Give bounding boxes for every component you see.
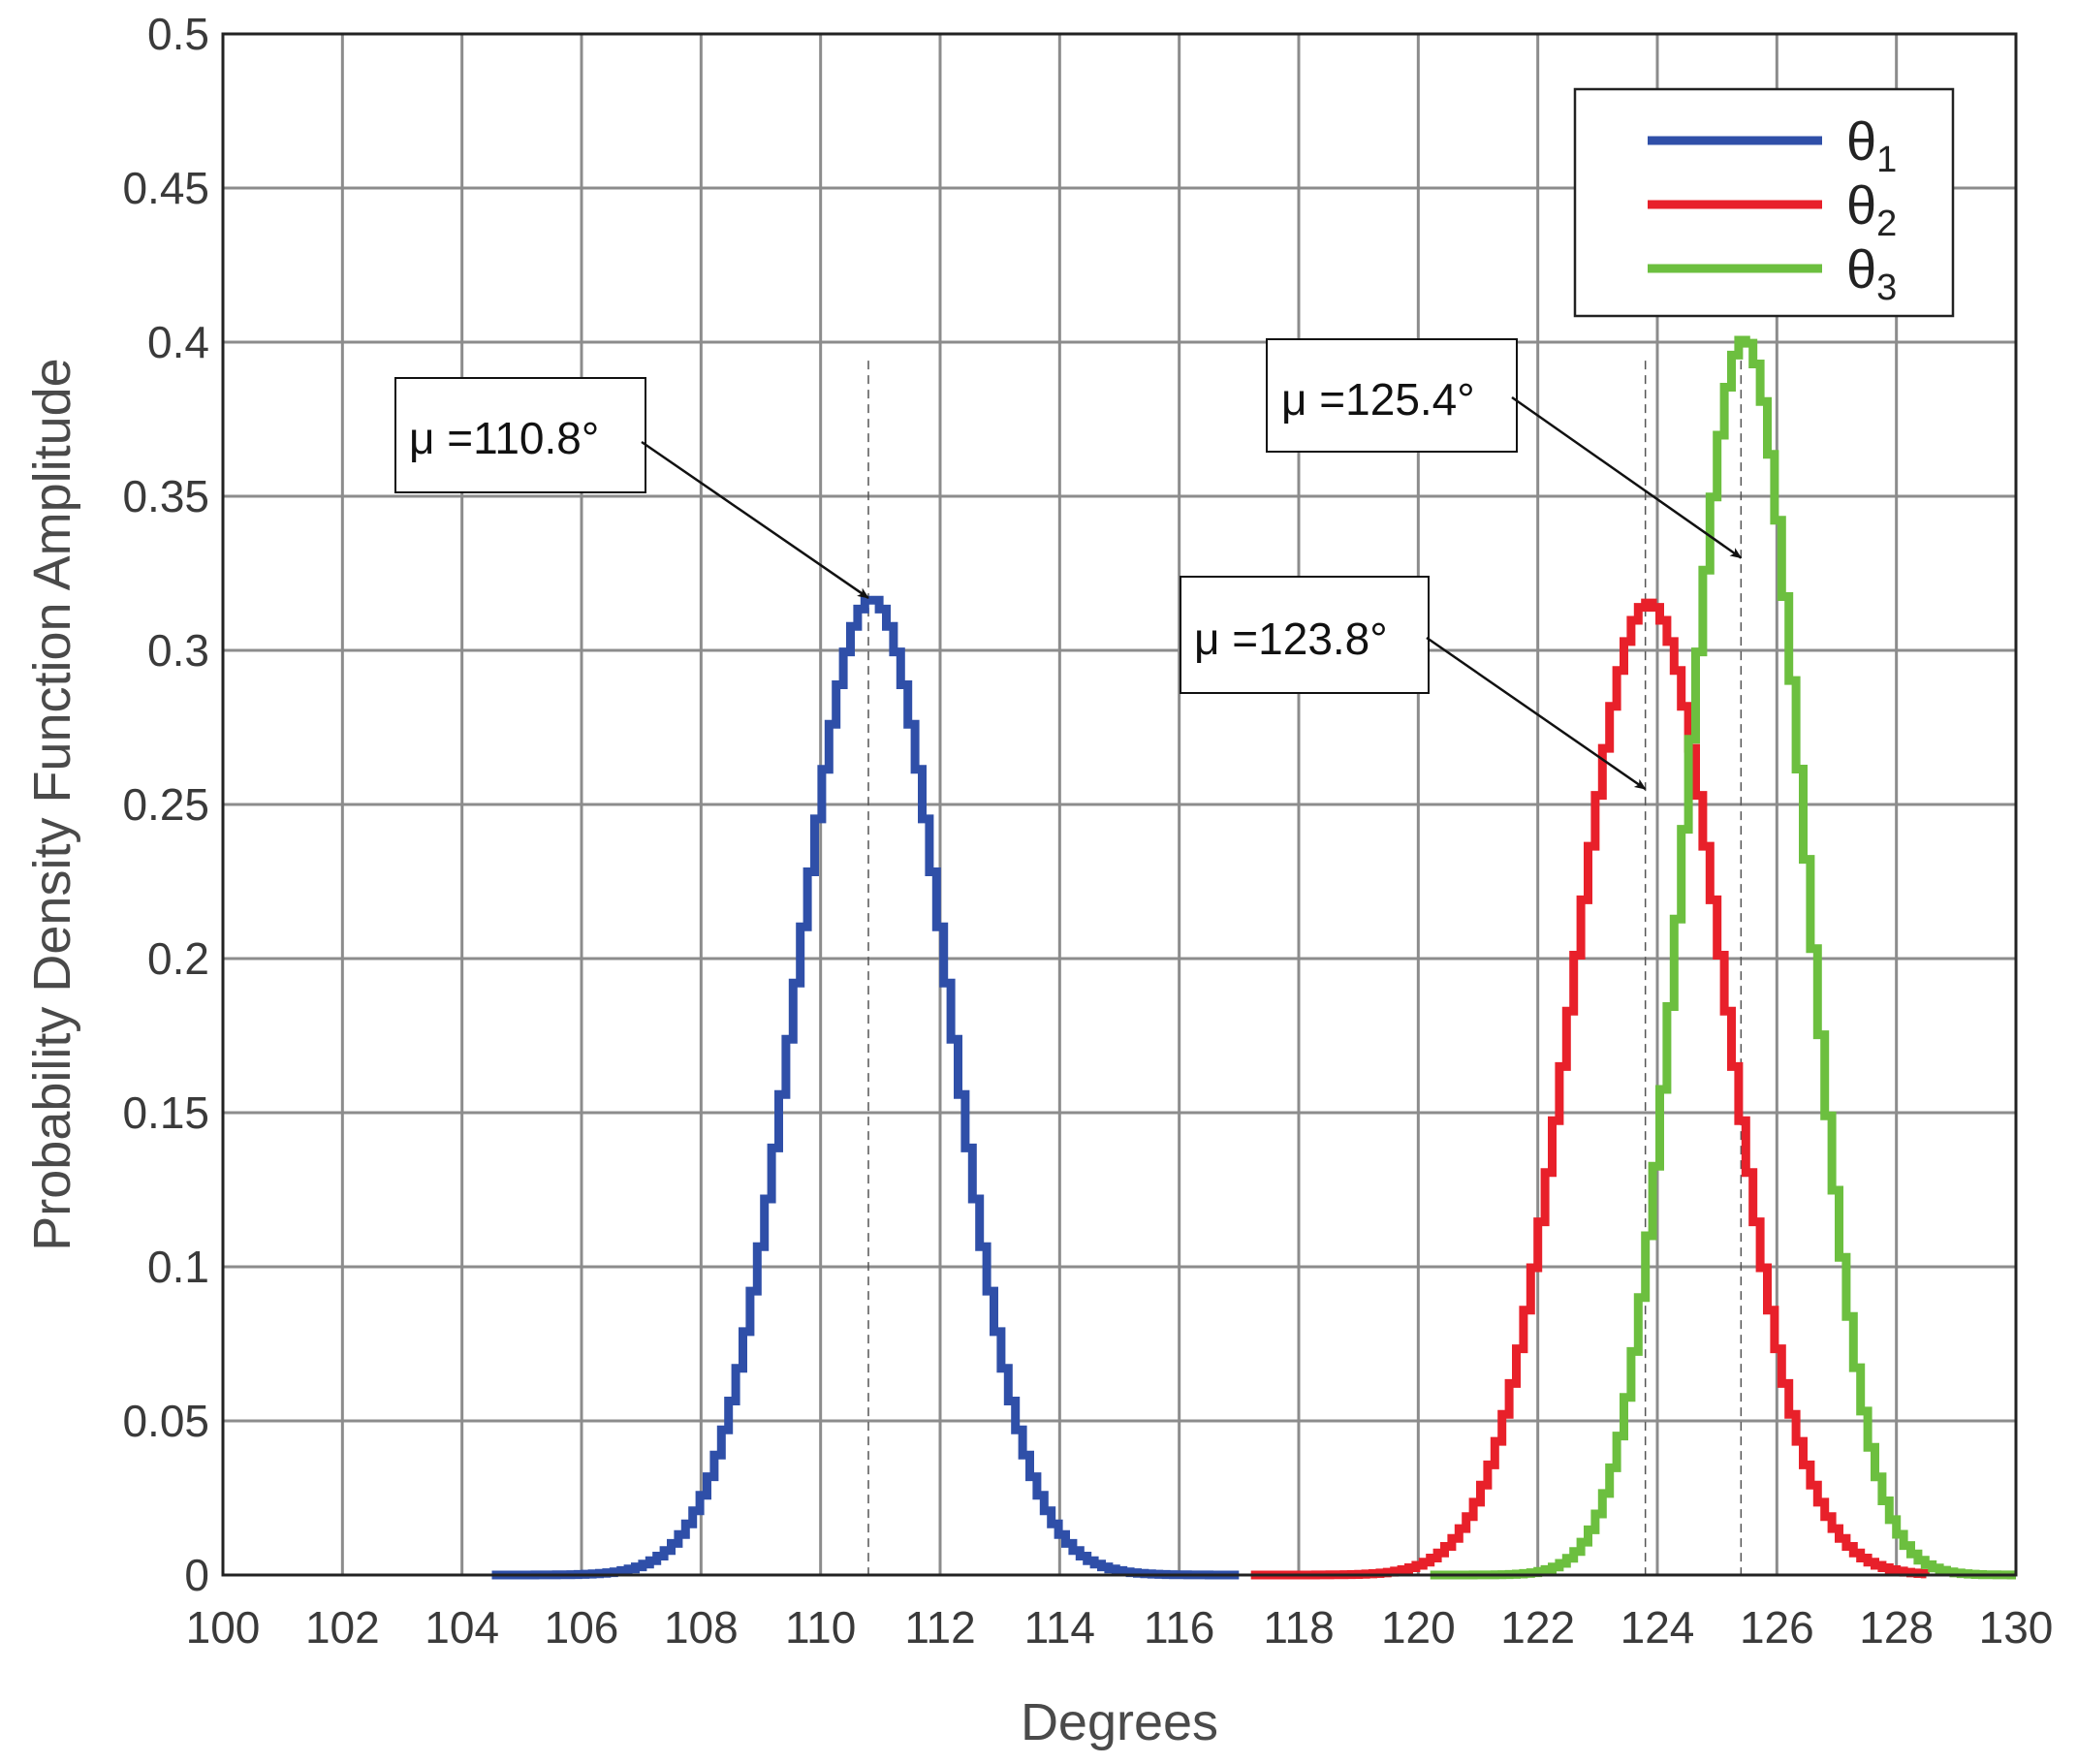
y-tick-label-10: 0.5 [147,9,209,59]
x-tick-label-6: 112 [904,1602,975,1653]
y-tick-label-9: 0.45 [122,163,209,213]
annotation-text-1: μ =123.8° [1194,614,1388,664]
x-tick-label-3: 106 [545,1602,619,1653]
y-tick-label-8: 0.4 [147,317,209,367]
x-tick-label-12: 124 [1621,1602,1695,1653]
annotation-text-2: μ =125.4° [1281,374,1475,425]
x-tick-label-4: 108 [664,1602,739,1653]
mean-lines [867,361,1743,1575]
y-tick-label-7: 0.35 [122,471,209,521]
y-tick-label-3: 0.15 [122,1087,209,1138]
annotation-arrow-2 [1511,395,1743,559]
x-tick-label-0: 100 [186,1602,261,1653]
x-tick-label-7: 114 [1024,1602,1095,1653]
series-line-theta-2 [1250,598,1930,1580]
x-tick-label-1: 102 [305,1602,380,1653]
annotation-box-0 [394,377,646,493]
annotation-arrow-1 [1426,636,1647,791]
x-tick-label-9: 118 [1263,1602,1334,1653]
plot-frame [221,32,2018,1577]
x-tick-label-8: 116 [1144,1602,1214,1653]
series-line-theta-1 [491,595,1240,1580]
y-tick-label-6: 0.3 [147,625,209,676]
y-tick-label-2: 0.1 [147,1242,209,1292]
x-tick-label-10: 120 [1381,1602,1456,1653]
series-curves [491,335,2016,1580]
y-tick-label-5: 0.25 [122,779,209,830]
y-tick-labels: 0 0.05 0.1 0.15 0.2 0.25 0.3 0.35 0.4 0.45 0.5 [122,9,209,1600]
x-tick-label-5: 110 [785,1602,856,1653]
x-axis-label: Degrees [1021,1693,1218,1751]
y-tick-label-0: 0 [184,1550,209,1600]
y-tick-label-4: 0.2 [147,933,209,984]
annotation-box-2 [1266,338,1518,453]
x-tick-label-14: 128 [1859,1602,1934,1653]
annotation-text-0: μ =110.8° [409,413,599,463]
series-line-theta-3 [1430,335,2016,1580]
x-tick-label-2: 104 [425,1602,499,1653]
annotation-arrow-0 [641,440,869,599]
annotation-box-1 [1180,576,1430,694]
x-tick-label-11: 122 [1500,1602,1575,1653]
x-tick-label-15: 130 [1979,1602,2054,1653]
y-tick-label-1: 0.05 [122,1396,209,1446]
mean-annotations: μ =110.8° μ =123.8° μ =125.4° [394,338,1743,791]
y-axis-label: Probability Density Function Amplitude [23,358,81,1250]
x-tick-label-13: 126 [1740,1602,1814,1653]
x-tick-labels: 100 102 104 106 108 110 112 114 116 118 120 122 124 1… [186,1602,2054,1653]
legend-box [1573,87,1955,318]
